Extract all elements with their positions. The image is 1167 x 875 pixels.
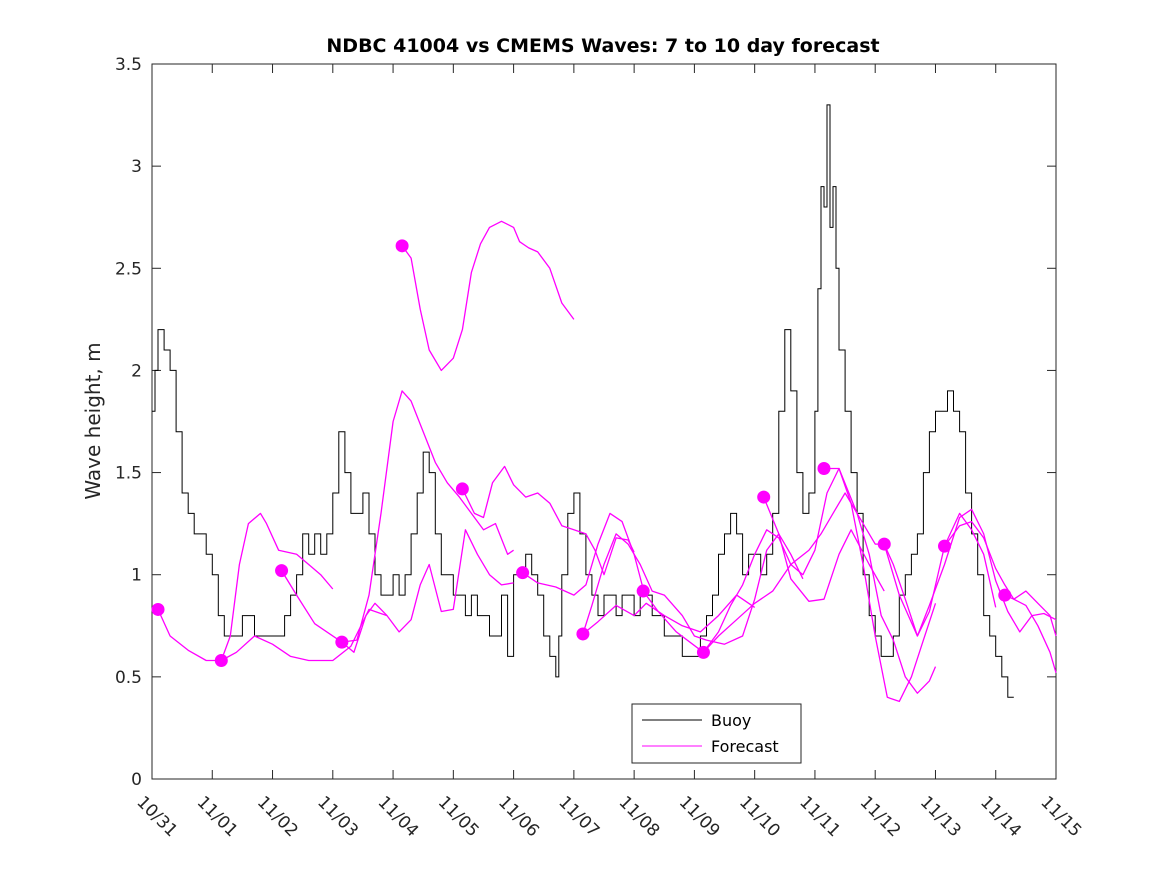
forecast-series-line-10 <box>582 594 756 635</box>
legend-label-buoy: Buoy <box>711 711 751 730</box>
forecast-series-line-6 <box>341 390 514 643</box>
forecast-series-line-18 <box>943 520 1057 673</box>
x-tick-label: 10/31 <box>132 792 181 841</box>
forecast-series-line-19 <box>1004 590 1057 637</box>
x-tick-label: 11/08 <box>615 792 664 841</box>
forecast-start-marker <box>636 584 650 598</box>
forecast-series-line-8 <box>461 465 635 576</box>
forecast-series-line-14 <box>702 492 937 694</box>
legend-label-forecast: Forecast <box>711 737 779 756</box>
forecast-series-line-7 <box>401 220 575 372</box>
x-tick-label: 11/04 <box>374 792 423 841</box>
x-tick-label: 11/06 <box>494 792 543 841</box>
x-tick-label: 11/07 <box>554 792 603 841</box>
forecast-start-marker <box>576 627 590 641</box>
y-tick-label: 0 <box>131 770 142 790</box>
forecast-series-line-5 <box>341 529 514 653</box>
x-tick-label: 11/14 <box>976 792 1025 841</box>
forecast-start-marker <box>516 566 530 580</box>
series-layer <box>151 104 1057 703</box>
x-tick-label: 11/09 <box>675 792 724 841</box>
forecast-start-marker <box>998 588 1012 602</box>
x-tick-label: 11/10 <box>735 792 784 841</box>
forecast-start-marker <box>151 602 165 616</box>
chart-title: NDBC 41004 vs CMEMS Waves: 7 to 10 day f… <box>326 35 879 57</box>
y-tick-label: 3.5 <box>115 55 142 75</box>
plot-area <box>151 63 1057 780</box>
forecast-start-marker <box>938 539 952 553</box>
x-tick-label: 11/01 <box>193 792 242 841</box>
forecast-start-marker <box>877 537 891 551</box>
forecast-series-line-1 <box>157 609 222 662</box>
x-tick-label: 11/02 <box>253 792 302 841</box>
forecast-series-line-2 <box>220 512 334 661</box>
forecast-series-line-4 <box>281 570 343 643</box>
x-tick-label: 11/03 <box>313 792 362 841</box>
y-tick-label: 2.5 <box>115 259 142 279</box>
forecast-series-line-16 <box>824 467 997 637</box>
forecast-start-marker <box>757 490 771 504</box>
y-tick-label: 0.5 <box>115 668 142 688</box>
x-tick-label: 11/11 <box>795 792 844 841</box>
forecast-series-line-9 <box>522 512 644 596</box>
y-tick-label: 1 <box>131 566 142 586</box>
forecast-start-marker <box>214 654 228 668</box>
forecast-series-line-13 <box>702 467 937 703</box>
forecast-series-line-15 <box>763 496 885 602</box>
forecast-series-line-17 <box>883 508 1057 637</box>
x-tick-label: 11/12 <box>856 792 905 841</box>
forecast-start-marker <box>395 239 409 253</box>
forecast-series-line-11 <box>582 533 804 645</box>
x-tick-label: 11/05 <box>434 792 483 841</box>
forecast-start-marker <box>696 645 710 659</box>
y-axis: 0 0.5 1 1.5 2 2.5 3 3.5 <box>115 55 1056 790</box>
x-tick-label: 11/15 <box>1036 792 1085 841</box>
forecast-start-marker <box>335 635 349 649</box>
legend-box <box>631 703 802 764</box>
x-tick-label: 11/13 <box>916 792 965 841</box>
forecast-series-line-12 <box>642 590 704 653</box>
legend: Buoy Forecast <box>631 703 802 764</box>
y-tick-label: 3 <box>131 157 142 177</box>
y-axis-label: Wave height, m <box>81 342 105 499</box>
forecast-start-marker <box>275 564 289 578</box>
forecast-start-marker <box>455 482 469 496</box>
y-tick-label: 2 <box>131 361 142 381</box>
forecast-start-marker <box>817 461 831 475</box>
y-tick-label: 1.5 <box>115 464 142 484</box>
